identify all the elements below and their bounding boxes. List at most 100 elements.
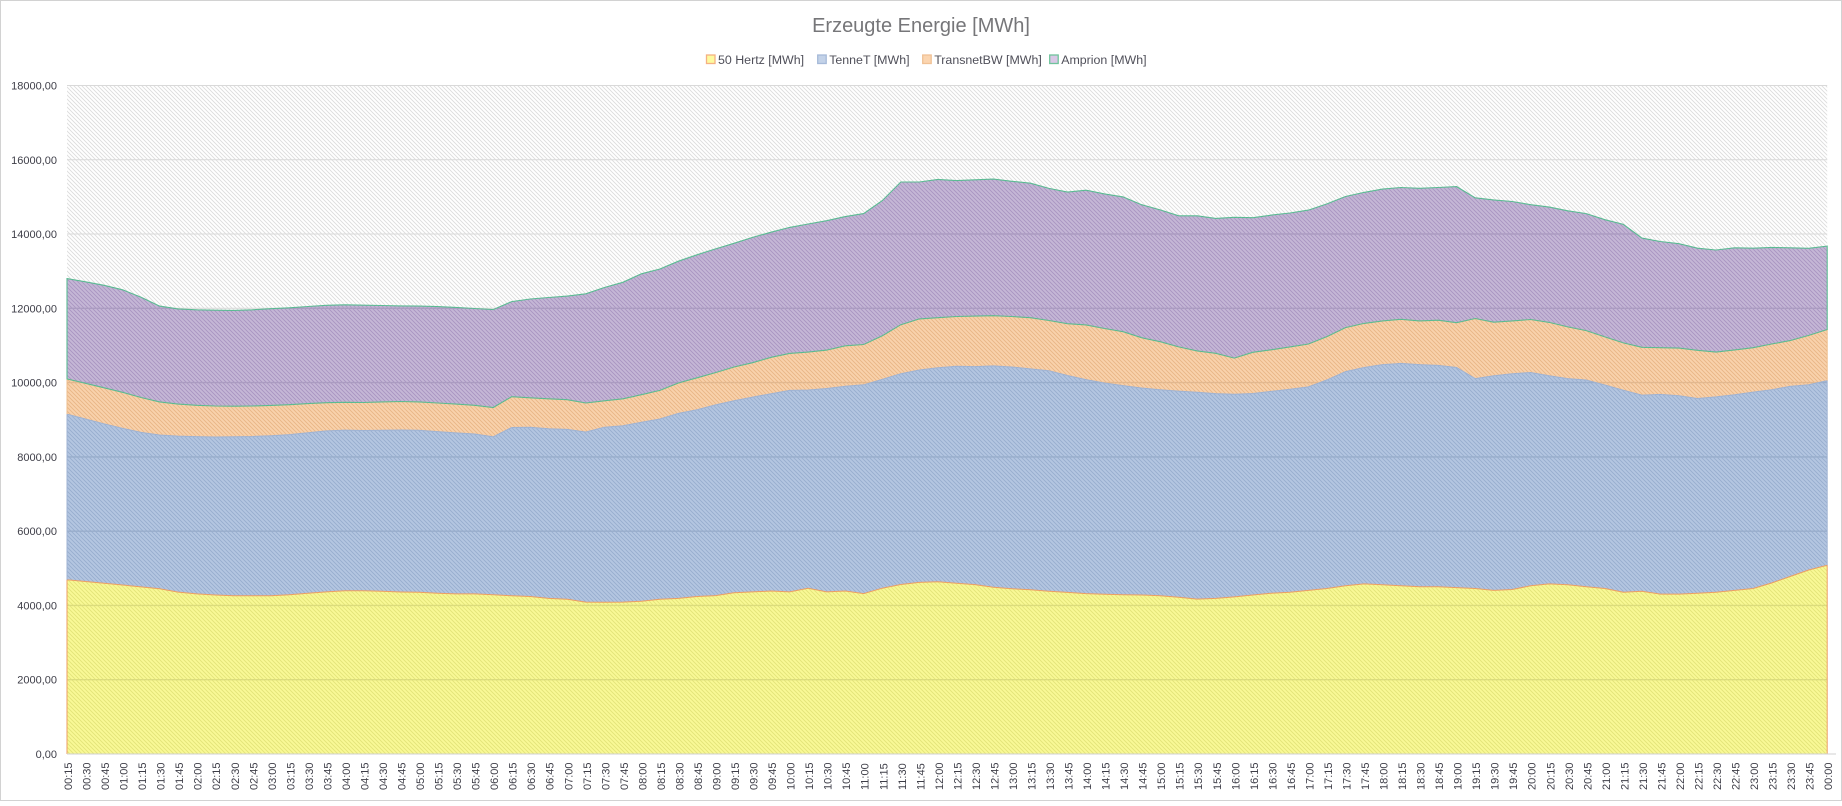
svg-text:06:30: 06:30 <box>526 762 538 790</box>
svg-text:09:30: 09:30 <box>749 762 761 790</box>
svg-text:01:45: 01:45 <box>174 762 186 790</box>
svg-text:2000,00: 2000,00 <box>17 675 57 687</box>
svg-text:18:15: 18:15 <box>1397 762 1409 790</box>
svg-text:10000,00: 10000,00 <box>11 378 57 390</box>
svg-text:20:15: 20:15 <box>1545 762 1557 790</box>
svg-text:08:45: 08:45 <box>693 762 705 790</box>
svg-text:01:00: 01:00 <box>119 762 131 790</box>
svg-text:20:30: 20:30 <box>1564 762 1576 790</box>
svg-text:05:30: 05:30 <box>452 762 464 790</box>
svg-text:01:15: 01:15 <box>137 762 149 790</box>
svg-text:07:30: 07:30 <box>600 762 612 790</box>
svg-text:15:30: 15:30 <box>1193 762 1205 790</box>
svg-text:12:00: 12:00 <box>934 762 946 790</box>
svg-text:08:30: 08:30 <box>674 762 686 790</box>
svg-text:00:15: 00:15 <box>63 762 75 790</box>
svg-text:06:15: 06:15 <box>508 762 520 790</box>
svg-text:23:00: 23:00 <box>1749 762 1761 790</box>
svg-text:20:00: 20:00 <box>1527 762 1539 790</box>
svg-text:00:30: 00:30 <box>82 762 94 790</box>
svg-text:00:00: 00:00 <box>1823 762 1835 790</box>
svg-text:20:45: 20:45 <box>1582 762 1594 790</box>
svg-text:03:30: 03:30 <box>304 762 316 790</box>
svg-text:05:45: 05:45 <box>471 762 483 790</box>
svg-text:23:45: 23:45 <box>1805 762 1817 790</box>
svg-text:16:45: 16:45 <box>1286 762 1298 790</box>
svg-text:11:00: 11:00 <box>860 763 872 790</box>
svg-text:07:45: 07:45 <box>619 762 631 790</box>
svg-text:11:15: 11:15 <box>878 763 890 790</box>
svg-text:15:00: 15:00 <box>1156 762 1168 790</box>
svg-text:11:30: 11:30 <box>897 763 909 790</box>
svg-text:13:00: 13:00 <box>1008 762 1020 790</box>
svg-text:21:30: 21:30 <box>1638 762 1650 790</box>
svg-text:05:00: 05:00 <box>415 762 427 790</box>
svg-text:16:15: 16:15 <box>1249 762 1261 790</box>
svg-text:23:15: 23:15 <box>1768 762 1780 790</box>
svg-text:17:45: 17:45 <box>1360 762 1372 790</box>
svg-text:16000,00: 16000,00 <box>11 155 57 167</box>
svg-text:18000,00: 18000,00 <box>11 81 57 93</box>
svg-text:Amprion [MWh]: Amprion [MWh] <box>1061 53 1146 67</box>
svg-text:0,00: 0,00 <box>36 749 57 761</box>
svg-text:16:00: 16:00 <box>1230 762 1242 790</box>
svg-text:21:15: 21:15 <box>1619 762 1631 790</box>
svg-text:10:30: 10:30 <box>823 762 835 790</box>
svg-text:11:45: 11:45 <box>915 763 927 790</box>
svg-text:19:45: 19:45 <box>1508 762 1520 790</box>
svg-text:8000,00: 8000,00 <box>17 452 57 464</box>
svg-text:19:15: 19:15 <box>1471 762 1483 790</box>
svg-text:14:45: 14:45 <box>1138 762 1150 790</box>
svg-text:4000,00: 4000,00 <box>17 600 57 612</box>
svg-text:13:15: 13:15 <box>1027 762 1039 790</box>
svg-text:04:45: 04:45 <box>397 762 409 790</box>
svg-text:10:15: 10:15 <box>804 762 816 790</box>
svg-text:00:45: 00:45 <box>100 762 112 790</box>
svg-text:Erzeugte Energie [MWh]: Erzeugte Energie [MWh] <box>812 15 1030 37</box>
svg-text:02:45: 02:45 <box>248 762 260 790</box>
svg-text:03:15: 03:15 <box>285 762 297 790</box>
svg-text:02:15: 02:15 <box>211 762 223 790</box>
svg-text:22:45: 22:45 <box>1731 762 1743 790</box>
svg-text:13:45: 13:45 <box>1064 762 1076 790</box>
svg-text:19:00: 19:00 <box>1453 762 1465 790</box>
svg-text:6000,00: 6000,00 <box>17 526 57 538</box>
svg-text:08:00: 08:00 <box>637 762 649 790</box>
svg-text:50 Hertz [MWh]: 50 Hertz [MWh] <box>718 53 804 67</box>
svg-text:04:00: 04:00 <box>341 762 353 790</box>
svg-text:09:45: 09:45 <box>767 762 779 790</box>
svg-text:18:45: 18:45 <box>1434 762 1446 790</box>
svg-text:TransnetBW [MWh]: TransnetBW [MWh] <box>934 53 1042 67</box>
svg-text:10:00: 10:00 <box>786 762 798 790</box>
svg-text:02:30: 02:30 <box>230 762 242 790</box>
svg-text:21:00: 21:00 <box>1601 762 1613 790</box>
svg-text:12:15: 12:15 <box>952 762 964 790</box>
svg-text:05:15: 05:15 <box>434 762 446 790</box>
svg-text:10:45: 10:45 <box>841 762 853 790</box>
svg-text:07:15: 07:15 <box>582 762 594 790</box>
svg-text:17:15: 17:15 <box>1323 762 1335 790</box>
svg-text:17:30: 17:30 <box>1342 762 1354 790</box>
svg-text:02:00: 02:00 <box>193 762 205 790</box>
svg-text:15:45: 15:45 <box>1212 762 1224 790</box>
svg-text:07:00: 07:00 <box>563 762 575 790</box>
svg-text:14:30: 14:30 <box>1119 762 1131 790</box>
svg-text:04:15: 04:15 <box>360 762 372 790</box>
svg-text:19:30: 19:30 <box>1490 762 1502 790</box>
svg-text:18:30: 18:30 <box>1416 762 1428 790</box>
svg-text:06:45: 06:45 <box>545 762 557 790</box>
svg-text:14:15: 14:15 <box>1101 762 1113 790</box>
svg-text:01:30: 01:30 <box>156 762 168 790</box>
svg-text:22:00: 22:00 <box>1675 762 1687 790</box>
svg-text:09:15: 09:15 <box>730 762 742 790</box>
svg-text:21:45: 21:45 <box>1656 762 1668 790</box>
svg-text:22:15: 22:15 <box>1694 762 1706 790</box>
svg-text:12:30: 12:30 <box>971 762 983 790</box>
svg-text:14:00: 14:00 <box>1082 762 1094 790</box>
svg-text:03:00: 03:00 <box>267 762 279 790</box>
svg-text:14000,00: 14000,00 <box>11 229 57 241</box>
svg-text:09:00: 09:00 <box>712 762 724 790</box>
svg-text:08:15: 08:15 <box>656 762 668 790</box>
svg-text:TenneT [MWh]: TenneT [MWh] <box>829 53 909 67</box>
svg-text:12000,00: 12000,00 <box>11 303 57 315</box>
